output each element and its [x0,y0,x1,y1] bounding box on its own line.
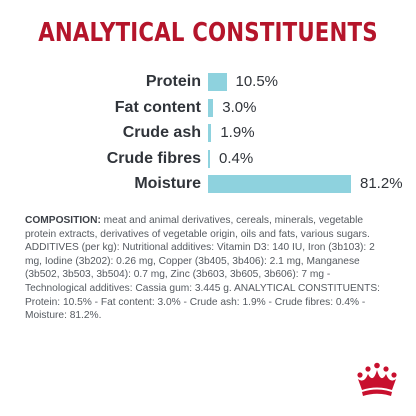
constituent-label: Crude ash [122,124,201,141]
constituent-bar [208,149,210,168]
constituent-row: Moisture 81.2% [0,172,416,196]
constituent-bar [208,124,212,142]
constituent-bar [208,175,351,193]
constituent-row: Fat content 3.0% [0,96,416,120]
constituent-value: 81.2% [360,175,403,192]
constituent-row: Protein 10.5% [0,70,416,94]
constituent-bar [208,73,227,91]
constituent-label: Moisture [134,175,201,192]
constituent-value: 3.0% [222,98,257,116]
constituent-value: 1.9% [220,124,255,141]
page-title: ANALYTICAL CONSTITUENTS [38,18,378,48]
composition-text: COMPOSITION: meat and animal derivatives… [25,214,390,323]
constituent-row: Crude ash 1.9% [0,121,416,145]
composition-body: meat and animal derivatives, cereals, mi… [25,215,381,322]
constituent-label: Protein [145,73,201,90]
constituent-value: 0.4% [219,149,254,167]
constituent-label: Fat content [114,98,201,116]
constituent-bar [208,98,214,117]
composition-heading: COMPOSITION: [25,215,101,226]
constituent-label: Crude fibres [106,149,201,167]
crown-icon [357,362,397,396]
constituent-value: 10.5% [235,73,279,90]
constituent-row: Crude fibres 0.4% [0,147,416,171]
